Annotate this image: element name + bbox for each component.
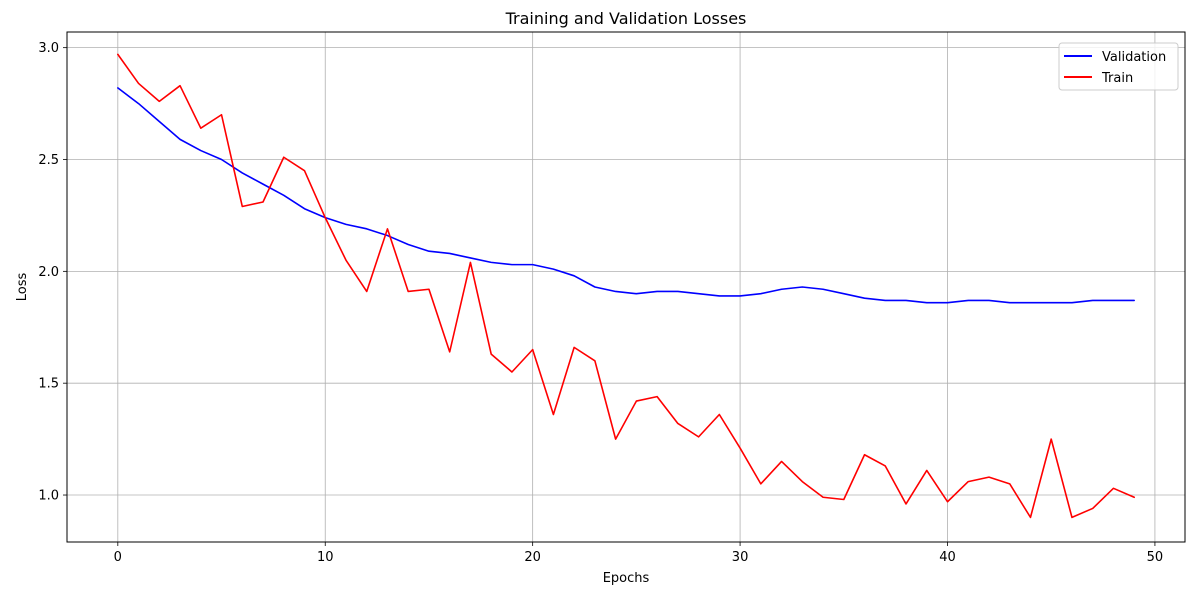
x-tick-label: 20: [524, 550, 541, 565]
series-layer: [117, 53, 1135, 519]
legend-label-train: Train: [1101, 71, 1133, 86]
x-axis-label: Epochs: [603, 571, 650, 586]
y-axis-ticks: 1.0 1.5 2.0 2.5 3.0: [38, 41, 67, 504]
chart-title: Training and Validation Losses: [505, 9, 747, 28]
x-tick-label: 40: [939, 550, 956, 565]
x-tick-label: 0: [114, 550, 122, 565]
x-tick-label: 50: [1147, 550, 1164, 565]
y-tick-label: 1.5: [38, 377, 59, 392]
plot-area-frame: [66, 31, 1186, 543]
grid-layer: [67, 32, 1185, 542]
y-tick-label: 3.0: [38, 41, 59, 56]
legend: Validation Train: [1058, 42, 1179, 91]
y-tick-label: 2.5: [38, 153, 59, 168]
legend-label-validation: Validation: [1102, 50, 1166, 65]
legend-box: [1058, 42, 1179, 91]
y-tick-label: 2.0: [38, 265, 59, 280]
x-axis-ticks: 0 10 20 30 40 50: [114, 542, 1164, 565]
y-tick-label: 1.0: [38, 489, 59, 504]
y-axis-label: Loss: [15, 273, 30, 302]
series-line-train: [117, 53, 1135, 519]
x-tick-label: 10: [317, 550, 334, 565]
series-line-validation: [117, 87, 1135, 304]
x-tick-label: 30: [732, 550, 749, 565]
